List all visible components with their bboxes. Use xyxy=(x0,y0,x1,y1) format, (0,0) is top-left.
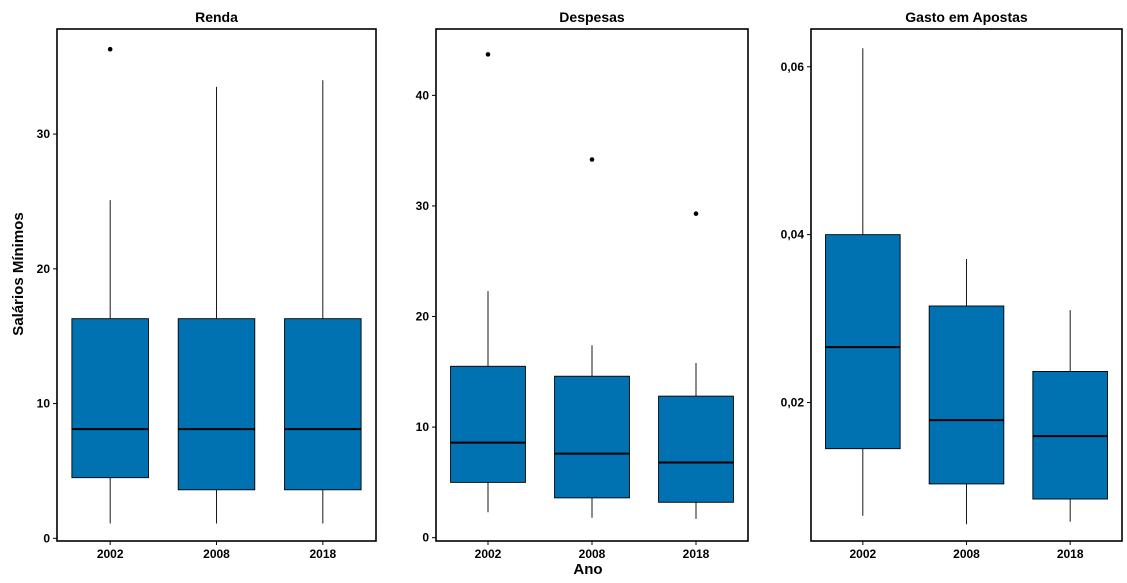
panel-2: Despesas 0 10 20 30 40 2002 2008 2018 xyxy=(416,9,749,561)
y-tick-label: 20 xyxy=(416,310,430,324)
box-2002 xyxy=(450,365,526,483)
x-tick-label: 2002 xyxy=(849,547,876,561)
outlier-point xyxy=(485,52,491,57)
panel-1: Renda 0 10 20 30 2002 2008 2018 xyxy=(37,9,377,561)
y-tick-label: 0 xyxy=(43,531,50,545)
panel-title: Renda xyxy=(195,9,238,25)
y-tick-label: 30 xyxy=(37,127,51,141)
panel-3: Gasto em Apostas 0,02 0,04 0,06 2002 2008 2018 xyxy=(781,9,1123,561)
x-tick-label: 2002 xyxy=(475,547,502,561)
y-tick-label: 40 xyxy=(416,88,430,102)
panel-title: Gasto em Apostas xyxy=(905,9,1028,25)
y-axis-title: Salários Mínimos xyxy=(10,212,27,335)
box-2008 xyxy=(177,318,256,491)
y-tick-label: 30 xyxy=(416,199,430,213)
y-tick-label: 20 xyxy=(37,262,51,276)
box-2002 xyxy=(825,234,901,450)
outlier-point xyxy=(589,157,595,162)
y-tick-label: 0,06 xyxy=(781,60,805,74)
y-tick-label: 0,04 xyxy=(781,228,805,242)
y-tick-label: 0 xyxy=(422,531,429,545)
x-tick-label: 2008 xyxy=(953,547,980,561)
y-tick-label: 10 xyxy=(416,420,430,434)
x-tick-label: 2002 xyxy=(97,547,124,561)
box-2018 xyxy=(658,395,734,503)
box-2018 xyxy=(284,318,362,491)
x-tick-label: 2008 xyxy=(579,547,606,561)
x-tick-label: 2018 xyxy=(309,547,336,561)
y-tick-label: 0,02 xyxy=(781,396,805,410)
outlier-point xyxy=(693,211,699,216)
outlier-point xyxy=(107,46,113,52)
box-2002 xyxy=(71,318,149,479)
box-2008 xyxy=(928,305,1005,485)
panel-title: Despesas xyxy=(559,9,625,25)
y-tick-label: 10 xyxy=(37,397,51,411)
box-2008 xyxy=(554,375,630,499)
x-tick-label: 2018 xyxy=(683,547,710,561)
x-tick-label: 2018 xyxy=(1057,547,1084,561)
x-axis-title: Ano xyxy=(573,561,602,578)
x-tick-label: 2008 xyxy=(203,547,230,561)
